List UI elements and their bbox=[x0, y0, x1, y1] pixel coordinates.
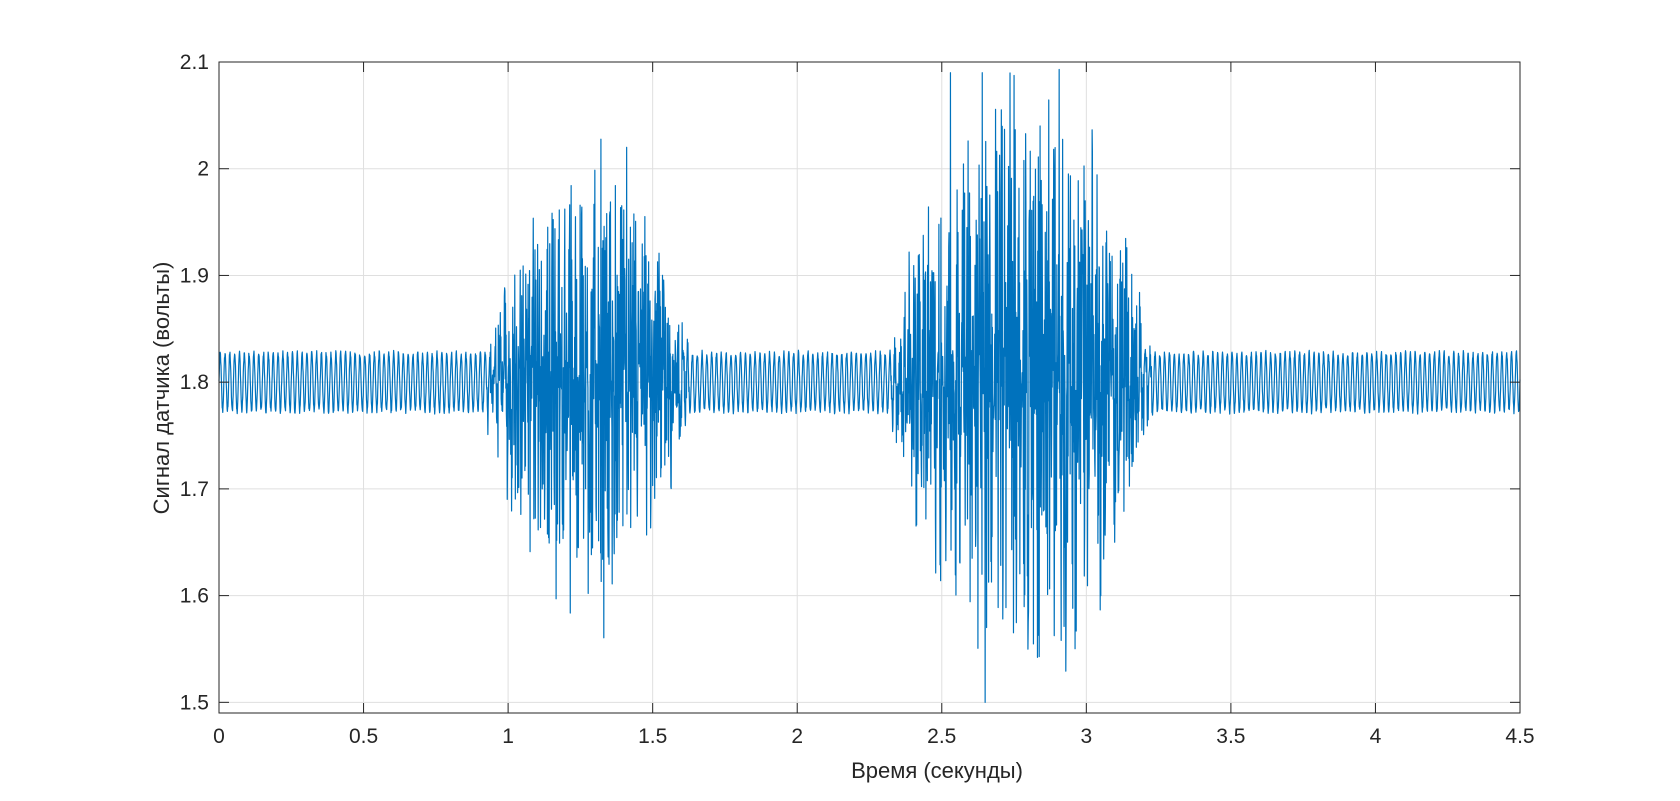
y-tick-label: 2.1 bbox=[180, 51, 209, 74]
y-axis-ticks: 1.5 1.6 1.7 1.8 1.9 2 2.1 bbox=[180, 51, 1520, 714]
y-axis-title: Сигнал датчика (вольты) bbox=[149, 262, 174, 515]
x-axis-ticks: 0 0.5 1 1.5 2 2.5 3 3.5 4 4.5 bbox=[213, 62, 1535, 748]
plot-area bbox=[218, 68, 1521, 703]
x-tick-label: 3 bbox=[1080, 725, 1092, 748]
x-tick-label: 2 bbox=[791, 725, 803, 748]
x-tick-label: 1 bbox=[502, 725, 514, 748]
y-tick-label: 1.6 bbox=[180, 585, 209, 608]
y-tick-label: 1.8 bbox=[180, 371, 209, 394]
y-tick-label: 1.7 bbox=[180, 478, 209, 501]
x-tick-label: 4.5 bbox=[1505, 725, 1534, 748]
x-tick-label: 1.5 bbox=[638, 725, 667, 748]
axes-box bbox=[218, 61, 1521, 714]
y-tick-label: 1.9 bbox=[180, 264, 209, 287]
y-tick-label: 2 bbox=[197, 158, 209, 181]
signal-series-line bbox=[218, 68, 1521, 703]
axes bbox=[218, 61, 1521, 714]
x-tick-label: 0.5 bbox=[349, 725, 378, 748]
x-tick-label: 3.5 bbox=[1216, 725, 1245, 748]
x-axis-title: Время (секунды) bbox=[851, 758, 1023, 783]
y-tick-label: 1.5 bbox=[180, 691, 209, 714]
x-tick-label: 0 bbox=[213, 725, 225, 748]
x-tick-label: 4 bbox=[1370, 725, 1382, 748]
x-tick-label: 2.5 bbox=[927, 725, 956, 748]
